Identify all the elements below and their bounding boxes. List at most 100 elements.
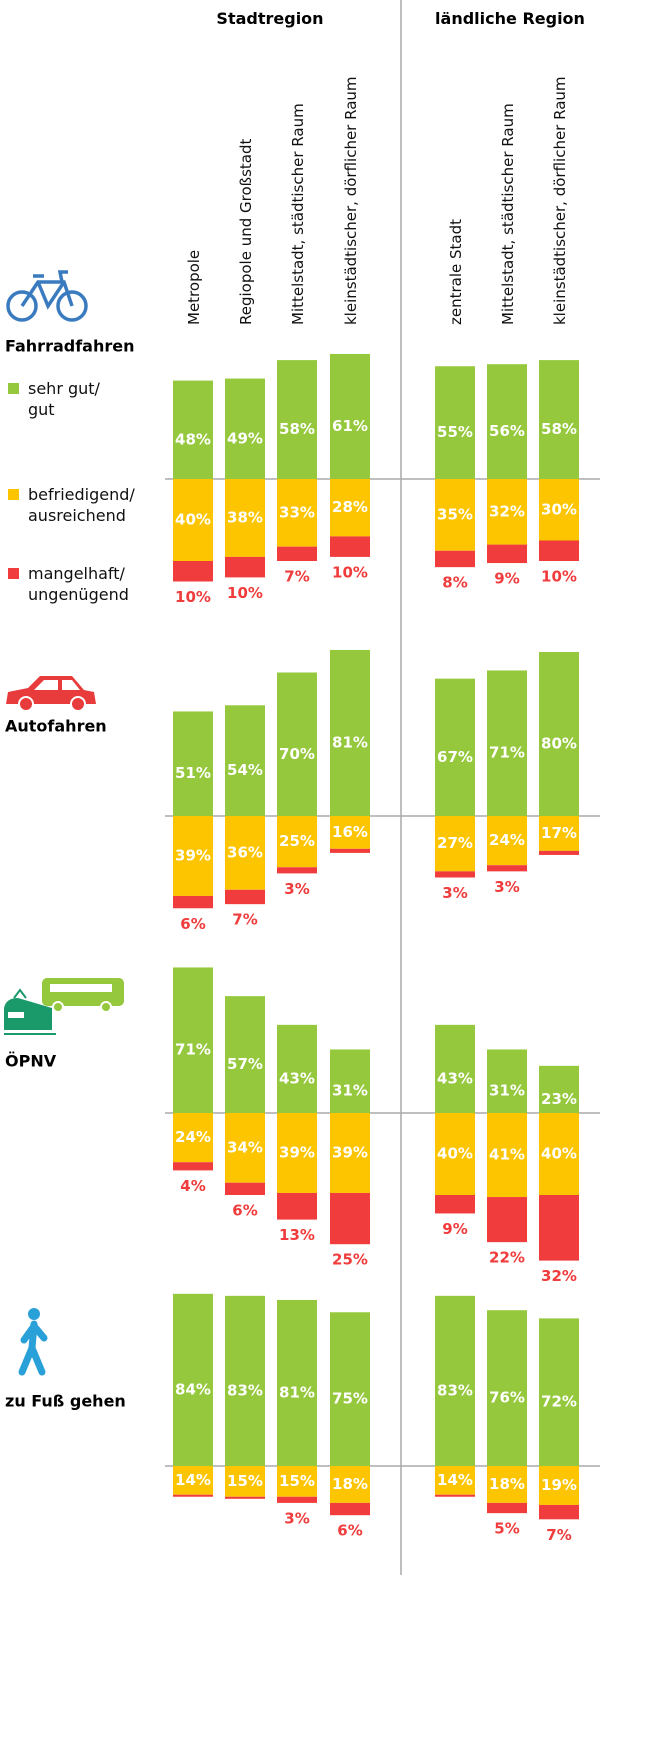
bar-fair — [539, 1113, 579, 1195]
bar-fair — [435, 816, 475, 872]
value-label: 10% — [175, 588, 211, 606]
value-label: 55% — [437, 423, 473, 441]
bar-poor — [173, 1494, 213, 1497]
value-label: 56% — [489, 422, 525, 440]
bar-good — [277, 1299, 317, 1466]
value-label: 14% — [437, 1471, 473, 1489]
panel-title: Fahrradfahren — [5, 337, 135, 356]
value-label: 83% — [437, 1381, 473, 1399]
value-label: 61% — [332, 417, 368, 435]
bar-fair — [277, 479, 317, 547]
bar-fair — [539, 479, 579, 541]
column-label: kleinstädtischer, dörflicher Raum — [342, 76, 360, 325]
bar-good — [539, 360, 579, 479]
value-label: 71% — [175, 1041, 211, 1059]
value-label: 39% — [175, 846, 211, 864]
bar-poor — [330, 1192, 370, 1245]
bar-poor — [539, 850, 579, 855]
value-label: 5% — [494, 1520, 519, 1538]
value-label: 41% — [489, 1146, 525, 1164]
value-label: 30% — [541, 500, 577, 518]
bar-fair — [225, 1113, 265, 1183]
value-label: 58% — [279, 420, 315, 438]
bar-poor — [539, 1195, 579, 1261]
value-label: 3% — [284, 1509, 309, 1527]
bar-fair — [330, 1113, 370, 1193]
value-label: 3% — [284, 880, 309, 898]
value-label: 40% — [175, 511, 211, 529]
bike-icon — [6, 270, 88, 322]
bar-poor — [225, 1496, 265, 1499]
bar-poor — [173, 561, 213, 582]
bar-good — [225, 378, 265, 479]
value-label: 4% — [180, 1177, 205, 1195]
column-label: Metropole — [185, 250, 203, 325]
value-label: 71% — [489, 744, 525, 762]
bar-good — [435, 1024, 475, 1113]
value-label: 10% — [541, 568, 577, 586]
value-label: 35% — [437, 505, 473, 523]
value-label: 31% — [332, 1082, 368, 1100]
bar-poor — [435, 1195, 475, 1214]
value-label: 8% — [442, 574, 467, 592]
bar-poor — [435, 1494, 475, 1497]
value-label: 25% — [279, 832, 315, 850]
value-label: 43% — [437, 1069, 473, 1087]
bar-fair — [487, 1466, 527, 1503]
bar-fair — [539, 816, 579, 851]
value-label: 9% — [494, 570, 519, 588]
value-label: 25% — [332, 1251, 368, 1269]
bar-fair — [277, 816, 317, 868]
value-label: 3% — [494, 878, 519, 896]
value-label: 51% — [175, 764, 211, 782]
value-label: 16% — [332, 823, 368, 841]
value-label: 80% — [541, 735, 577, 753]
value-label: 23% — [541, 1090, 577, 1108]
transit-icon — [4, 978, 124, 1035]
bar-fair — [277, 1113, 317, 1193]
value-label: 72% — [541, 1393, 577, 1411]
value-label: 40% — [437, 1145, 473, 1163]
bar-good — [225, 705, 265, 816]
bar-good — [539, 652, 579, 816]
value-label: 38% — [227, 508, 263, 526]
value-label: 67% — [437, 748, 473, 766]
bar-fair — [330, 1466, 370, 1503]
bar-poor — [277, 1496, 317, 1503]
value-label: 34% — [227, 1138, 263, 1156]
bar-fair — [487, 1113, 527, 1198]
value-label: 7% — [546, 1526, 571, 1544]
bar-fair — [225, 816, 265, 890]
bar-poor — [487, 865, 527, 872]
value-label: 7% — [232, 911, 257, 929]
value-label: 39% — [332, 1143, 368, 1161]
bar-poor — [330, 536, 370, 557]
value-label: 39% — [279, 1143, 315, 1161]
legend-label: mangelhaft/ ungenügend — [28, 564, 129, 604]
bar-poor — [487, 544, 527, 564]
value-label: 9% — [442, 1220, 467, 1238]
value-label: 32% — [489, 502, 525, 520]
bar-good — [277, 360, 317, 479]
bar-fair — [487, 479, 527, 545]
legend-item: mangelhaft/ ungenügend — [8, 563, 129, 605]
value-label: 58% — [541, 420, 577, 438]
bar-good — [277, 672, 317, 816]
value-label: 27% — [437, 834, 473, 852]
legend-item: sehr gut/ gut — [8, 378, 100, 420]
value-label: 57% — [227, 1055, 263, 1073]
bar-good — [173, 1293, 213, 1466]
bar-good — [330, 1049, 370, 1113]
value-label: 10% — [227, 584, 263, 602]
bar-fair — [435, 1113, 475, 1195]
legend-item: befriedigend/ ausreichend — [8, 484, 135, 526]
value-label: 13% — [279, 1226, 315, 1244]
bar-fair — [435, 1466, 475, 1495]
value-label: 33% — [279, 503, 315, 521]
bar-good — [277, 1024, 317, 1113]
group-title: ländliche Region — [435, 9, 585, 28]
value-label: 81% — [332, 733, 368, 751]
value-label: 75% — [332, 1390, 368, 1408]
